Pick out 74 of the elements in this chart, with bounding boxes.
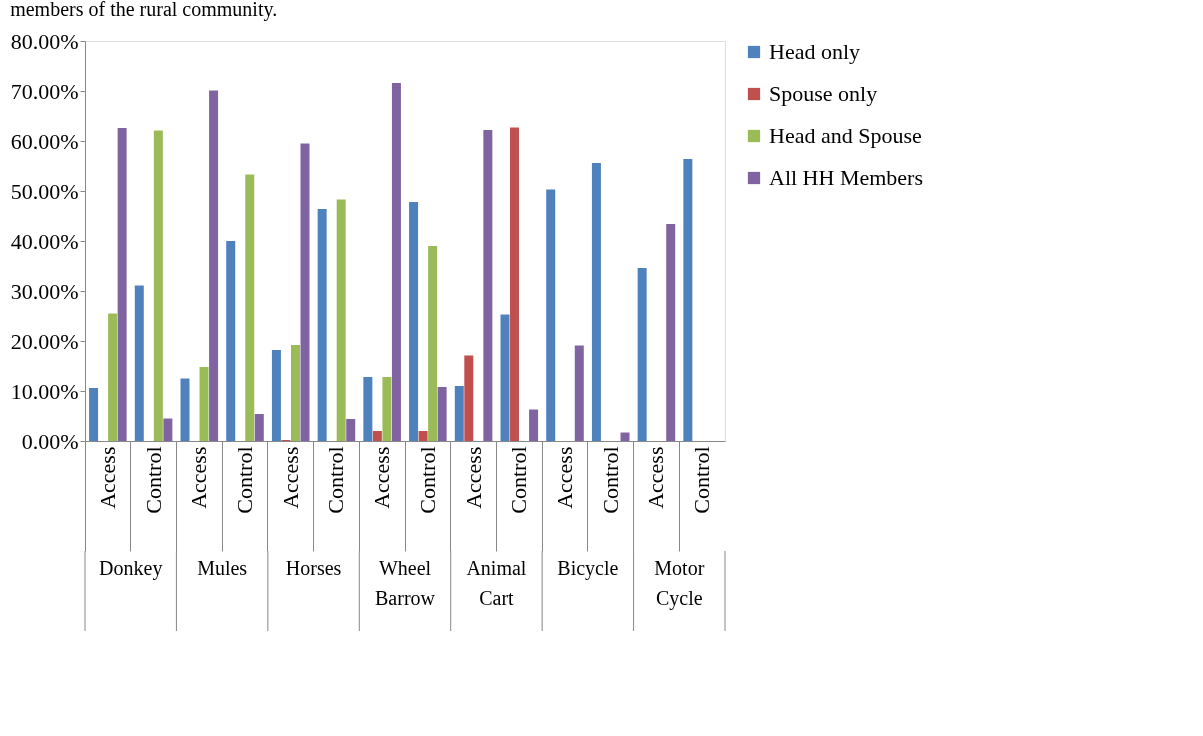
bar [271, 350, 281, 441]
x-tick-label: Control [597, 446, 623, 514]
y-tick-label: 50.00% [10, 178, 79, 204]
y-tick-label: 80.00% [10, 28, 79, 54]
y-tick-label: 20.00% [10, 328, 79, 354]
y-tick-label: 70.00% [10, 78, 79, 104]
bar [546, 189, 556, 441]
bar [418, 431, 428, 441]
bar [209, 90, 219, 441]
bar [108, 313, 118, 441]
chart-title: members of the rural community. [10, 0, 278, 21]
x-tick-label: Control [140, 446, 166, 514]
bar [226, 241, 236, 441]
bar [666, 224, 676, 441]
bar [529, 409, 539, 441]
bar [454, 386, 464, 441]
bar [591, 163, 601, 441]
bar [336, 199, 346, 441]
x-tick-label: Control [506, 446, 532, 514]
bar [363, 377, 373, 441]
text: Donkey [99, 557, 163, 580]
bar [683, 159, 693, 441]
bar [382, 377, 392, 441]
bar [134, 285, 144, 441]
bar [428, 246, 438, 441]
bar [317, 209, 327, 441]
text: Horses [285, 557, 342, 579]
bar [346, 419, 356, 441]
legend-label: Head and Spouse [769, 123, 922, 148]
x-tick-label: Control [414, 446, 440, 514]
x-tick-label: Access [552, 446, 577, 509]
bar [574, 345, 584, 441]
x-tick-label: Access [460, 446, 486, 509]
legend-label: Head only [769, 39, 861, 64]
text: Motor Cycle [654, 557, 705, 610]
y-tick-label: 30.00% [10, 278, 79, 304]
bar [163, 418, 173, 441]
x-tick-label: Access [186, 446, 212, 509]
text: Bicycle [557, 557, 619, 580]
bar [300, 143, 310, 441]
bar [464, 355, 474, 441]
bar [637, 268, 647, 441]
bar [117, 128, 127, 441]
y-tick-label: 0.00% [21, 428, 79, 454]
bar [372, 431, 382, 441]
bar [437, 387, 447, 441]
y-tick-label: 40.00% [10, 228, 79, 254]
bar [500, 314, 510, 441]
x-tick-label: Access [277, 446, 303, 509]
y-tick-label: 10.00% [10, 378, 79, 404]
x-tick-label: Control [689, 446, 715, 514]
x-tick-label: Access [643, 446, 669, 509]
bar [620, 432, 630, 441]
bar [254, 414, 264, 441]
bar [180, 378, 190, 441]
legend-label: Spouse only [769, 81, 878, 106]
x-tick-label: Control [323, 446, 349, 514]
legend-label: All HH Members [769, 165, 923, 190]
x-tick-label: Access [94, 446, 120, 509]
text: Wheel Barrow [375, 557, 436, 609]
x-tick-label: Control [232, 446, 257, 514]
bar [290, 345, 300, 441]
bar [245, 174, 255, 441]
text: Mules [197, 557, 248, 579]
bar [510, 127, 520, 441]
bar [391, 83, 401, 441]
bar [89, 388, 99, 441]
bar [483, 130, 493, 441]
y-tick-label: 60.00% [10, 128, 79, 154]
text: Animal Cart [466, 557, 527, 609]
x-tick-label: Access [369, 446, 395, 509]
bar [199, 367, 209, 441]
bar [409, 202, 419, 441]
bar [153, 130, 163, 441]
